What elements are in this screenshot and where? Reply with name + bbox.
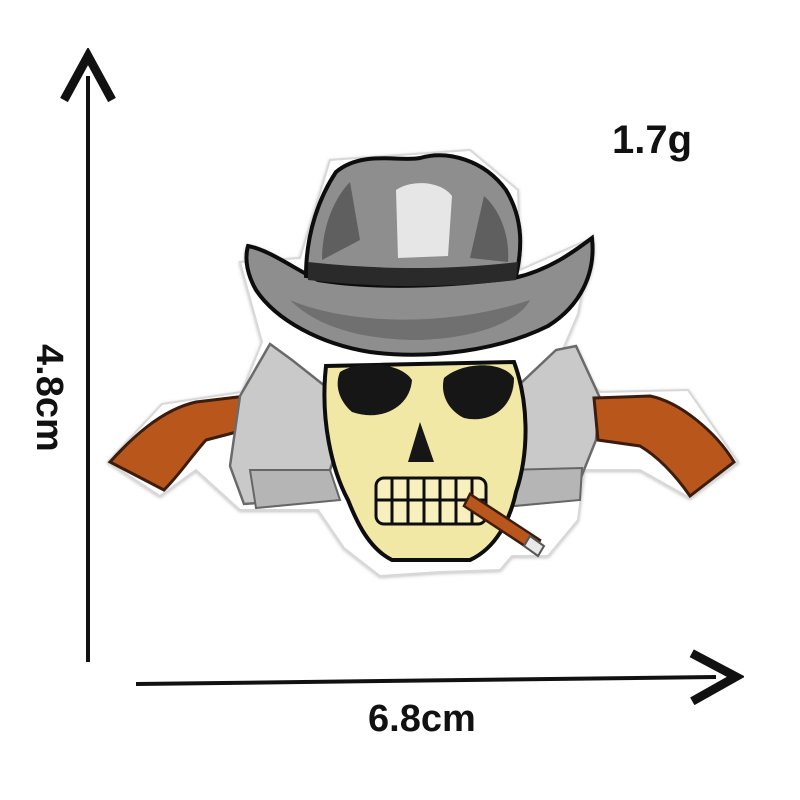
- left-eye-socket: [337, 364, 412, 416]
- embroidered-patch: [106, 148, 740, 578]
- cigar: [462, 492, 546, 558]
- teeth: [374, 476, 488, 526]
- hat-crown-shadow-left: [322, 182, 360, 260]
- hat-crown-shadow-right: [470, 196, 509, 262]
- left-gun-barrel: [248, 469, 342, 510]
- right-gun-grip: [592, 394, 736, 499]
- height-dimension-label: 4.8cm: [28, 344, 70, 452]
- nose-cavity: [408, 422, 434, 462]
- width-arrow: [135, 677, 716, 684]
- weight-label: 1.7g: [612, 118, 693, 162]
- right-eye-socket: [442, 365, 514, 420]
- width-dimension-label: 6.8cm: [368, 698, 476, 740]
- hat-band: [308, 262, 518, 286]
- hat-crown-highlight: [396, 183, 452, 258]
- hat-brim-shade: [290, 300, 530, 340]
